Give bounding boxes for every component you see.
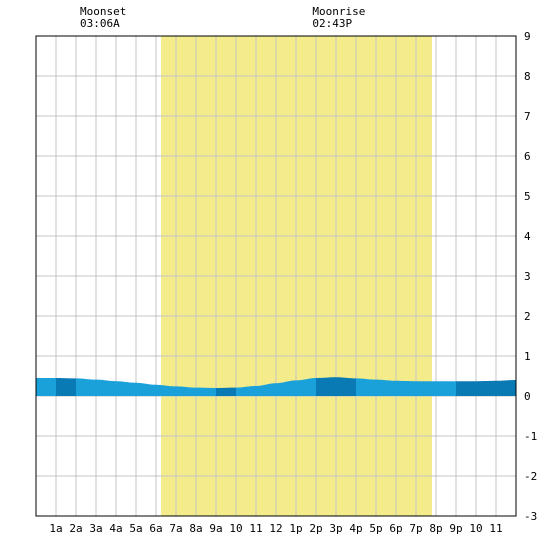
- tide-area-segment: [156, 384, 176, 396]
- y-tick-label: -1: [524, 430, 537, 443]
- tide-area-segment: [76, 378, 96, 396]
- x-tick-label: 2p: [309, 522, 322, 535]
- moonrise-label: Moonrise 02:43P: [312, 6, 365, 30]
- y-tick-label: -3: [524, 510, 537, 523]
- x-tick-label: 9p: [449, 522, 462, 535]
- moon-event-name: Moonrise: [312, 5, 366, 18]
- moonset-label: Moonset 03:06A: [80, 6, 126, 30]
- x-tick-label: 11: [489, 522, 502, 535]
- y-tick-label: 8: [524, 70, 531, 83]
- x-tick-label: 5a: [129, 522, 142, 535]
- moon-event-name: Moonset: [80, 5, 127, 18]
- x-tick-label: 10: [229, 522, 242, 535]
- tide-area-segment: [476, 380, 496, 396]
- y-tick-label: 6: [524, 150, 531, 163]
- x-tick-label: 1a: [49, 522, 62, 535]
- tide-area-segment: [176, 386, 196, 396]
- x-tick-label: 4a: [109, 522, 122, 535]
- x-tick-label: 3a: [89, 522, 102, 535]
- tide-area-segment: [356, 378, 376, 396]
- x-tick-label: 10: [469, 522, 482, 535]
- tide-area-segment: [216, 387, 236, 396]
- x-tick-label: 6a: [149, 522, 162, 535]
- y-tick-label: 9: [524, 30, 531, 43]
- tide-area-segment: [256, 383, 276, 396]
- tide-area-segment: [296, 378, 316, 396]
- y-tick-label: -2: [524, 470, 537, 483]
- x-tick-label: 1p: [289, 522, 302, 535]
- x-tick-label: 11: [249, 522, 262, 535]
- tide-area-segment: [376, 379, 396, 396]
- y-tick-label: 3: [524, 270, 531, 283]
- x-tick-label: 4p: [349, 522, 362, 535]
- x-tick-label: 6p: [389, 522, 402, 535]
- tide-area-segment: [496, 380, 516, 396]
- tide-area-segment: [36, 378, 56, 396]
- y-tick-label: 4: [524, 230, 531, 243]
- tide-area-segment: [416, 381, 436, 396]
- tide-area-segment: [136, 382, 156, 396]
- y-tick-label: 2: [524, 310, 531, 323]
- tide-area-segment: [336, 377, 356, 396]
- y-tick-label: 5: [524, 190, 531, 203]
- plot-frame: [35, 35, 517, 517]
- y-tick-label: 0: [524, 390, 531, 403]
- x-tick-label: 5p: [369, 522, 382, 535]
- tide-area-segment: [56, 378, 76, 396]
- tide-area-segment: [96, 379, 116, 396]
- tide-area-segment: [276, 380, 296, 396]
- x-tick-label: 8p: [429, 522, 442, 535]
- x-tick-label: 7a: [169, 522, 182, 535]
- x-tick-label: 9a: [209, 522, 222, 535]
- x-tick-label: 12: [269, 522, 282, 535]
- moon-event-time: 02:43P: [312, 17, 353, 30]
- tide-area-segment: [236, 386, 256, 396]
- y-tick-label: 1: [524, 350, 531, 363]
- tide-area-segment: [456, 381, 476, 396]
- y-tick-label: 7: [524, 110, 531, 123]
- tide-area-segment: [116, 381, 136, 396]
- tide-area-segment: [436, 381, 456, 396]
- x-tick-label: 8a: [189, 522, 202, 535]
- x-tick-label: 2a: [69, 522, 82, 535]
- x-tick-label: 7p: [409, 522, 422, 535]
- tide-area-segment: [396, 380, 416, 396]
- moon-event-time: 03:06A: [80, 17, 120, 30]
- x-tick-label: 3p: [329, 522, 342, 535]
- tide-area-segment: [316, 377, 336, 396]
- tide-area-segment: [196, 387, 216, 396]
